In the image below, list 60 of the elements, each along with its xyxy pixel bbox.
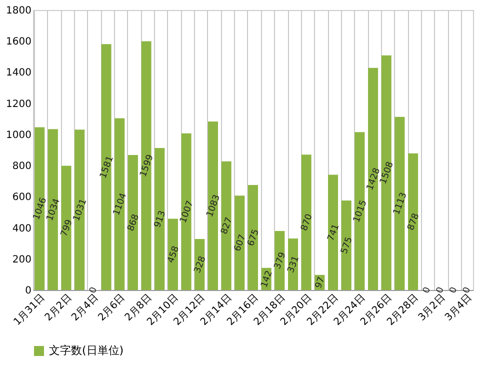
bar: [114, 118, 125, 290]
bar: [234, 196, 245, 290]
bar: [328, 174, 338, 290]
data-label: 1599: [138, 153, 156, 178]
data-label: 0: [422, 286, 434, 295]
bar: [168, 218, 178, 290]
bar: [48, 129, 58, 290]
bar: [61, 166, 72, 290]
y-tick-label: 1000: [6, 130, 32, 141]
bar: [394, 116, 405, 290]
data-label: 0: [434, 286, 446, 295]
y-tick-label: 1800: [6, 6, 32, 16]
y-tick-label: 800: [12, 161, 32, 172]
data-label: 741: [326, 222, 342, 242]
bar: [154, 148, 165, 290]
data-label: 1508: [378, 160, 396, 186]
legend-label: 文字数(日単位): [49, 344, 124, 357]
bar: [408, 153, 418, 290]
bar: [381, 55, 392, 290]
y-tick-label: 0: [25, 286, 32, 296]
bar: [301, 154, 312, 290]
data-label: 575: [340, 236, 355, 256]
data-label: 328: [192, 254, 208, 275]
y-tick-label: 1400: [6, 68, 32, 79]
data-label: 458: [166, 244, 182, 265]
data-label: 870: [300, 212, 316, 232]
y-tick-label: 200: [12, 254, 32, 266]
data-label: 1581: [98, 154, 116, 180]
bar: [74, 130, 85, 290]
data-label: 913: [152, 210, 168, 230]
bar: [368, 68, 378, 290]
y-tick-label: 1200: [6, 98, 32, 110]
bar: [101, 44, 112, 290]
data-label: 0: [462, 286, 474, 295]
bar: [248, 185, 258, 290]
data-label: 827: [220, 216, 235, 236]
bar: [34, 127, 45, 290]
data-label: 1083: [205, 194, 223, 219]
bar: [128, 154, 138, 290]
bar: [288, 238, 298, 290]
data-label: 675: [246, 228, 262, 248]
data-label: 1007: [178, 200, 196, 224]
bar: [354, 132, 365, 290]
data-label: 607: [232, 233, 248, 253]
y-tick-label: 1600: [6, 36, 32, 48]
bar: [181, 133, 192, 290]
y-tick-label: 400: [12, 223, 32, 234]
bar: [221, 161, 232, 290]
bar: [141, 41, 152, 290]
bar: [341, 200, 352, 290]
data-label: 142: [260, 270, 275, 290]
data-label: 0: [448, 286, 460, 295]
data-label: 1015: [352, 198, 370, 224]
bar: [208, 122, 218, 290]
bar: [274, 231, 285, 290]
data-label: 0: [88, 286, 100, 295]
data-label: 331: [286, 254, 302, 274]
y-tick-label: 600: [12, 192, 32, 204]
data-label: 379: [272, 250, 288, 271]
data-label: 97: [314, 276, 328, 290]
